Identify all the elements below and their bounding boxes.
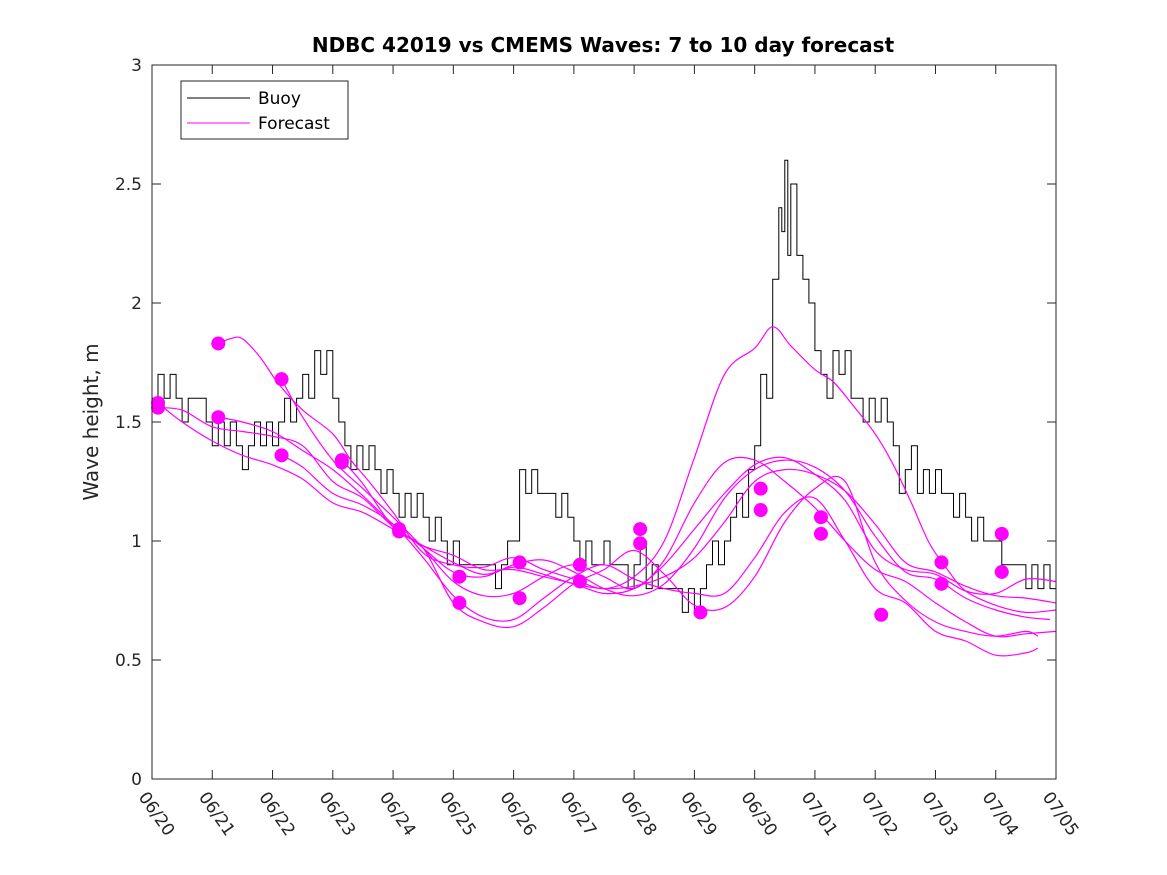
plot-area [152,65,1056,779]
axis-ticks [151,64,1057,780]
y-tick-label: 3 [131,56,142,76]
forecast-start-marker [934,555,949,570]
forecast-start-marker [211,336,226,351]
forecast-start-marker [151,400,166,415]
forecast-line [218,416,1051,621]
legend-label-forecast: Forecast [258,114,330,134]
y-tick-label: 2.5 [115,175,142,195]
forecast-start-marker [994,564,1009,579]
forecast-start-marker [512,555,527,570]
forecast-start-marker [753,481,768,496]
plot-frame [151,64,1057,780]
forecast-line [218,326,1057,614]
forecast-start-marker [813,526,828,541]
chart-title: NDBC 42019 vs CMEMS Waves: 7 to 10 day f… [312,33,895,57]
forecast-start-marker [274,448,289,463]
forecast-start-marker [753,503,768,518]
y-axis-tick-labels: 0 0.5 1 1.5 2 2.5 3 [115,56,142,790]
forecast-start-markers [151,336,1009,622]
forecast-start-marker [452,569,467,584]
y-tick-label: 1.5 [115,413,142,433]
legend-label-buoy: Buoy [258,89,301,109]
forecast-start-marker [452,595,467,610]
legend: Buoy Forecast [180,80,349,140]
y-tick-label: 0.5 [115,651,142,671]
forecast-start-marker [274,372,289,387]
forecast-start-marker [813,510,828,525]
forecast-start-marker [693,605,708,620]
y-tick-label: 2 [131,294,142,314]
forecast-start-marker [874,607,889,622]
legend-box [180,80,349,140]
forecast-start-marker [512,591,527,606]
forecast-start-marker [211,410,226,425]
y-axis-label: Wave height, m [79,343,103,500]
forecast-line [157,407,1057,595]
forecast-start-marker [392,524,407,539]
forecast-start-marker [994,526,1009,541]
forecast-start-marker [934,576,949,591]
y-tick-label: 0 [131,770,142,790]
forecast-start-marker [572,574,587,589]
forecast-start-marker [633,522,648,537]
forecast-start-marker [334,455,349,470]
y-tick-label: 1 [131,532,142,552]
forecast-start-marker [633,536,648,551]
forecast-start-marker [572,557,587,572]
